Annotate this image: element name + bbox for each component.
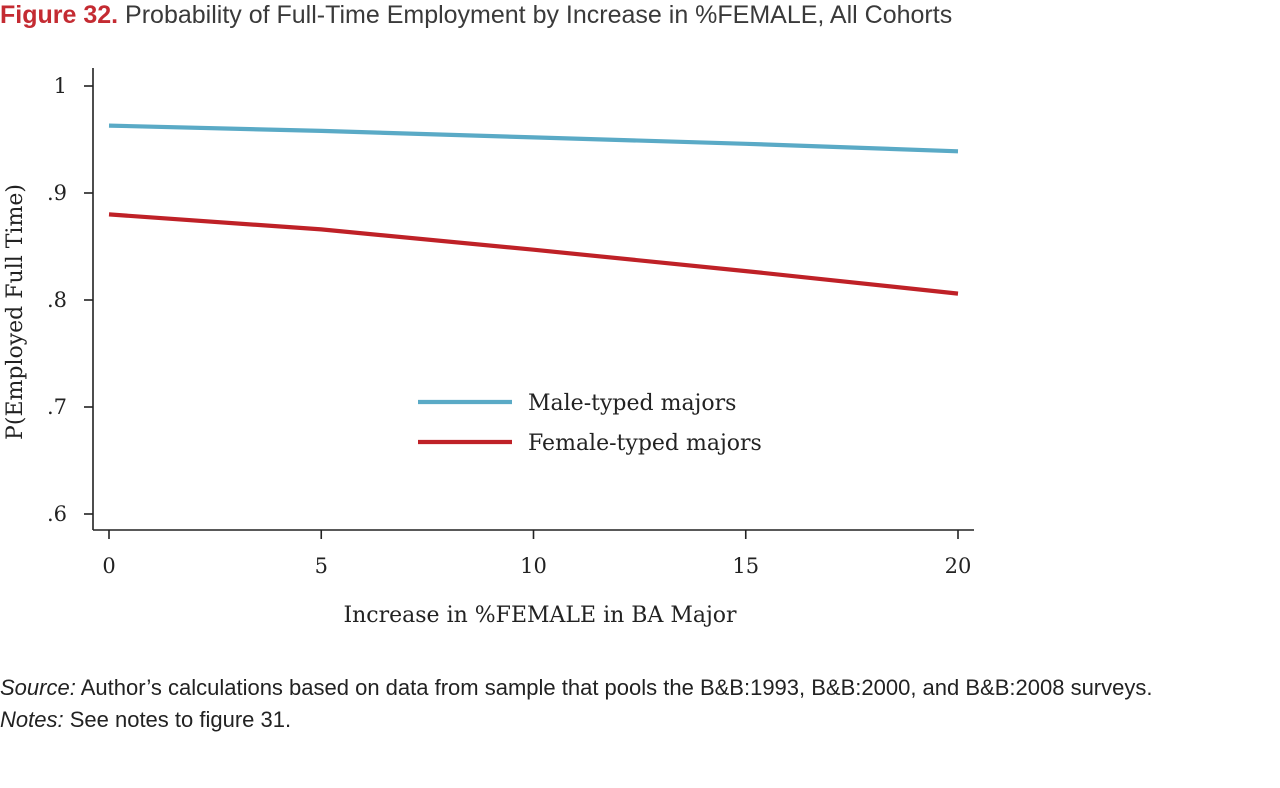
source-text: Author’s calculations based on data from… — [80, 675, 1153, 700]
x-axis-title: Increase in %FEMALE in BA Major — [343, 603, 737, 628]
legend-label: Male-typed majors — [528, 391, 736, 416]
x-tick-label: 15 — [732, 554, 759, 578]
x-tick-label: 20 — [945, 554, 972, 578]
chart-series — [108, 123, 959, 296]
y-tick-label: .6 — [47, 502, 67, 526]
chart-axes: .6.7.8.910 5 10 15 20 — [47, 68, 974, 578]
legend-label: Female-typed majors — [528, 431, 762, 456]
y-tick-label: .9 — [47, 181, 67, 205]
x-tick-label: 10 — [520, 554, 547, 578]
x-tick-label: 0 — [102, 554, 115, 578]
figure-label: Figure 32. — [0, 1, 119, 29]
figure-title-text: Probability of Full-Time Employment by I… — [125, 1, 953, 29]
chart-legend: Male-typed majors Female-typed majors — [418, 391, 762, 456]
line-chart: .6.7.8.910 5 10 15 20 Male-typed majorsFemal… — [3, 68, 974, 628]
notes-text: See notes to figure 31. — [69, 707, 292, 732]
x-tick-label: 5 — [315, 554, 328, 578]
y-tick-label: .8 — [47, 288, 67, 312]
source-label: Source: — [0, 675, 76, 700]
notes-note: Notes: See notes to figure 31. — [0, 704, 1280, 736]
series-line-female-typed — [108, 212, 959, 296]
y-tick-label: 1 — [54, 74, 67, 98]
figure-footer: Source: Author’s calculations based on d… — [0, 672, 1280, 736]
figure-title: Figure 32. Probability of Full-Time Empl… — [0, 0, 952, 30]
series-line-male-typed — [108, 123, 959, 154]
source-note: Source: Author’s calculations based on d… — [0, 672, 1280, 704]
y-tick-label: .7 — [47, 395, 67, 419]
notes-label: Notes: — [0, 707, 64, 732]
y-axis-title: P(Employed Full Time) — [3, 184, 28, 440]
